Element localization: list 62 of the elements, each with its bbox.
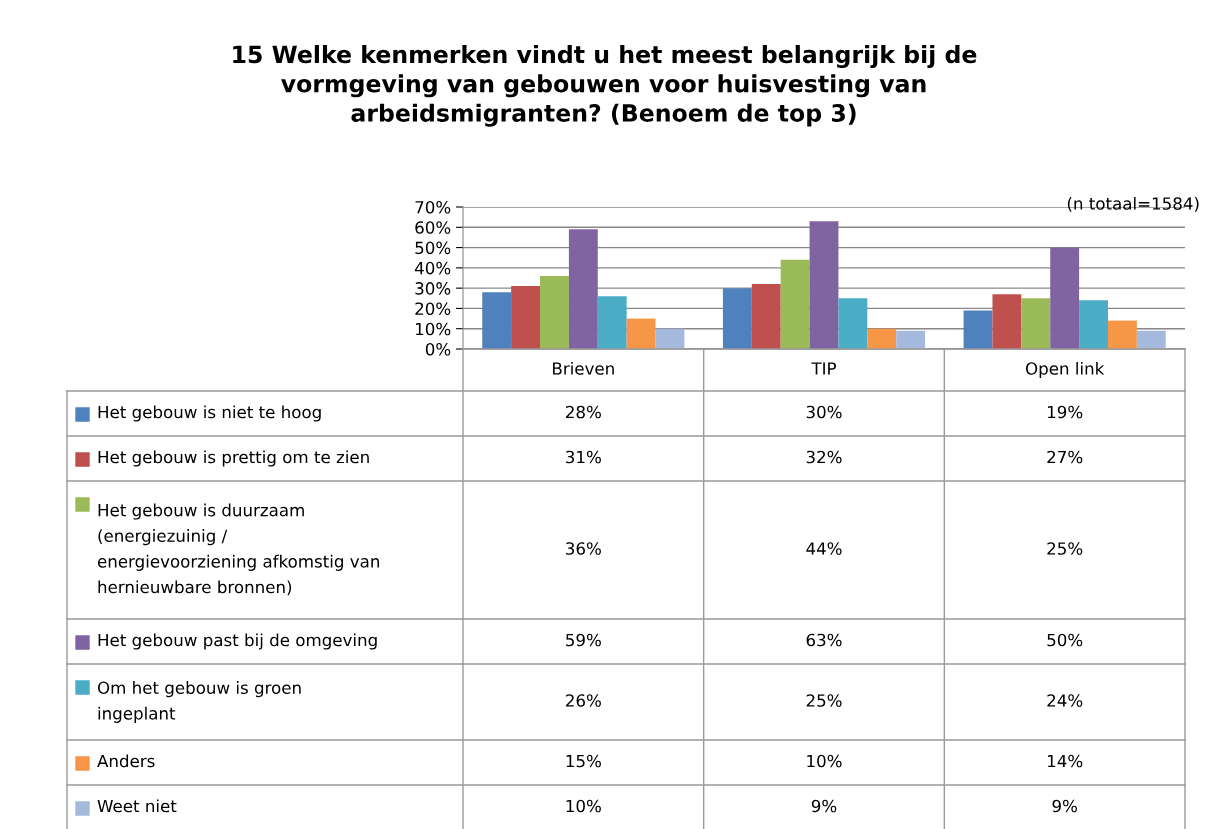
bar <box>896 330 926 349</box>
chart-title: 15 Welke kenmerken vindt u het meest belangrijk bij de vormgeving van gebouwen voor huisvesting van arbeidsmigranten? (Benoem de top 3) <box>233 45 977 127</box>
bar <box>568 229 598 349</box>
data-label: 15% <box>566 754 601 768</box>
data-label: 30% <box>806 405 842 419</box>
data-label: 59% <box>566 633 601 647</box>
bar <box>626 318 656 349</box>
bar <box>1136 330 1166 349</box>
bar <box>1021 298 1051 349</box>
x-tick-label: Open link <box>1025 361 1105 379</box>
data-label: 44% <box>806 542 842 555</box>
legend-label: Het gebouw is prettig om te zien <box>98 450 369 467</box>
data-label: 10% <box>807 754 842 768</box>
legend-label: Het gebouw is duurzaam (energiezuinig / energievoorziening afkomstig van hernieuwbare bronnen) <box>97 503 379 596</box>
y-tick-label: 10% <box>415 322 451 336</box>
bar <box>963 310 993 349</box>
bar <box>838 298 868 349</box>
data-label: 10% <box>566 799 601 813</box>
bar <box>482 292 512 349</box>
bar <box>655 328 685 349</box>
legend-label: Anders <box>97 754 155 768</box>
bar <box>540 275 569 349</box>
y-tick-label: 70% <box>415 200 451 214</box>
data-label: 32% <box>806 450 842 464</box>
legend-label: Weet niet <box>97 799 177 813</box>
y-tick-label: 20% <box>415 302 451 315</box>
annotation: (n totaal=1584) <box>1067 196 1199 212</box>
data-label: 27% <box>1047 450 1083 464</box>
x-tick-label: Brieven <box>553 361 614 375</box>
bar <box>751 284 781 349</box>
data-label: 63% <box>806 633 842 647</box>
y-tick-label: 0% <box>425 342 451 356</box>
bar <box>511 286 541 349</box>
bar <box>597 296 627 349</box>
data-label: 9% <box>1052 799 1077 813</box>
legend-label: Het gebouw past bij de omgeving <box>98 633 377 650</box>
data-label: 24% <box>1047 694 1083 707</box>
data-label: 31% <box>566 450 601 464</box>
data-label: 19% <box>1047 405 1083 419</box>
bar <box>1107 320 1137 349</box>
y-tick-label: 50% <box>415 241 451 255</box>
data-label: 36% <box>566 542 601 555</box>
legend-label: Om het gebouw is groen ingeplant <box>97 681 301 723</box>
x-tick-label: TIP <box>811 362 836 375</box>
data-label: 14% <box>1047 754 1083 768</box>
bar <box>780 259 810 349</box>
data-label: 50% <box>1047 633 1083 647</box>
bar <box>992 294 1022 349</box>
bar <box>867 328 897 349</box>
data-label: 9% <box>811 799 837 813</box>
y-tick-label: 60% <box>415 221 451 234</box>
data-label: 25% <box>806 694 842 707</box>
data-label: 28% <box>566 405 601 419</box>
bar <box>1050 247 1080 349</box>
data-label: 25% <box>1047 542 1083 555</box>
bar <box>809 221 839 349</box>
y-tick-label: 40% <box>414 261 451 275</box>
legend-label: Het gebouw is niet te hoog <box>98 405 321 422</box>
bar <box>1079 300 1108 349</box>
y-tick-label: 30% <box>415 282 451 295</box>
bar <box>722 288 752 349</box>
data-label: 26% <box>566 694 601 707</box>
